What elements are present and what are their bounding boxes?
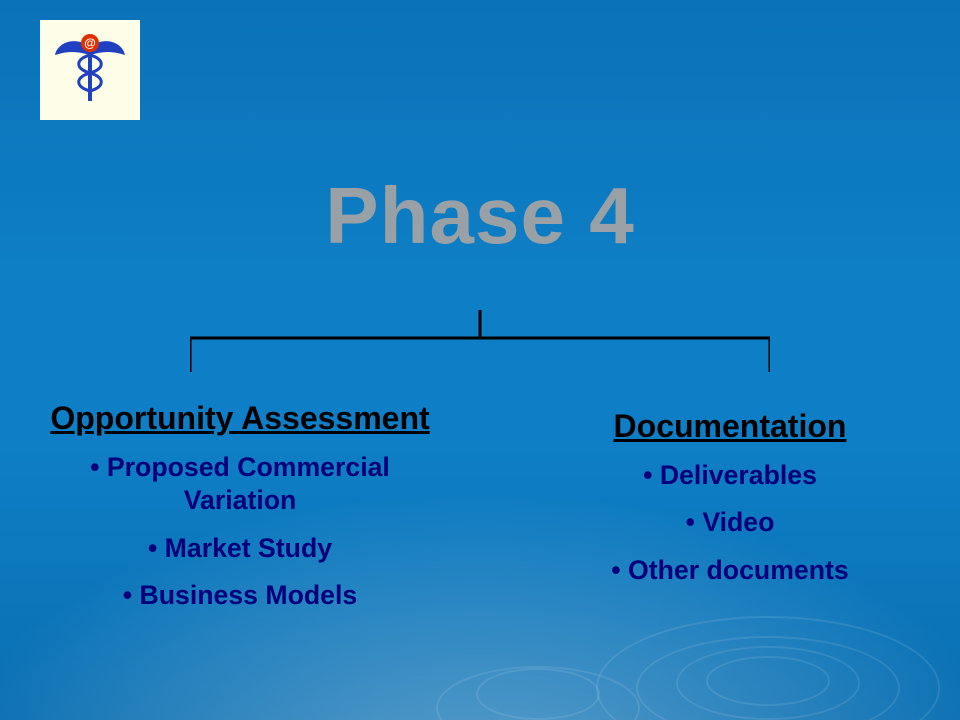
list-item: • Proposed Commercial Variation <box>40 451 440 518</box>
list-item: • Video <box>560 506 900 539</box>
column-documentation: Documentation • Deliverables • Video • Oth… <box>560 408 900 587</box>
slide: @ Phase 4 Opportunity Assessment • Propo… <box>0 0 960 720</box>
column-opportunity: Opportunity Assessment • Proposed Commer… <box>40 400 440 612</box>
list-item: • Deliverables <box>560 459 900 492</box>
list-item: • Other documents <box>560 554 900 587</box>
slide-title: Phase 4 <box>0 170 960 262</box>
logo: @ <box>40 20 140 120</box>
hierarchy-bracket <box>190 310 770 380</box>
column-heading: Documentation <box>560 408 900 445</box>
list-item: • Business Models <box>40 579 440 612</box>
list-item: • Market Study <box>40 532 440 565</box>
column-heading: Opportunity Assessment <box>40 400 440 437</box>
caduceus-icon: @ <box>45 25 135 115</box>
svg-text:@: @ <box>84 36 96 50</box>
title-text: Phase 4 <box>325 171 634 260</box>
